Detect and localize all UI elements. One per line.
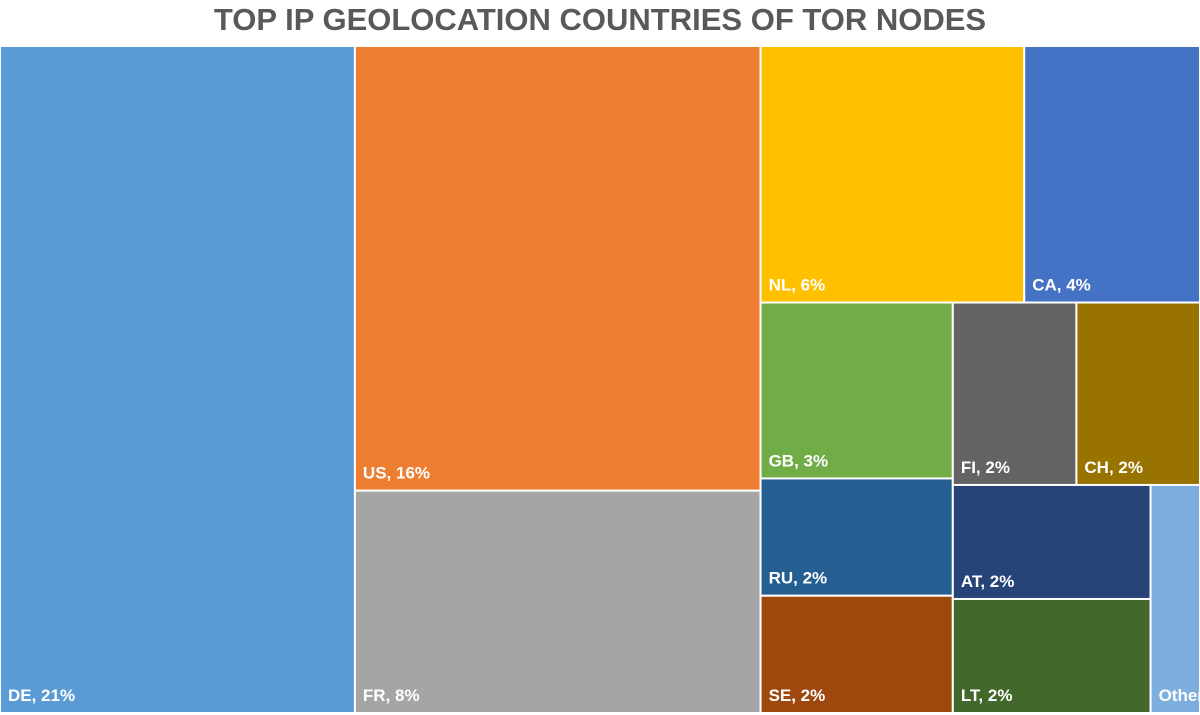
treemap-tile xyxy=(759,594,954,715)
treemap-tile xyxy=(1023,45,1200,304)
tile-label: GB, 3% xyxy=(769,451,829,470)
tile-label: NL, 6% xyxy=(769,276,826,295)
tile-label: AT, 2% xyxy=(961,572,1015,591)
tile-label: Others, 1% xyxy=(1159,686,1200,705)
treemap-tile xyxy=(759,477,954,597)
treemap-tile xyxy=(951,301,1078,486)
tile-label: LT, 2% xyxy=(961,686,1013,705)
treemap-tile xyxy=(951,483,1152,600)
treemap-tile xyxy=(1075,301,1200,486)
treemap-tile xyxy=(353,45,762,492)
tile-label: SE, 2% xyxy=(769,686,826,705)
tile-label: CA, 4% xyxy=(1032,276,1091,295)
tile-label: FI, 2% xyxy=(961,458,1010,477)
tile-label: RU, 2% xyxy=(769,569,828,588)
tile-label: DE, 21% xyxy=(8,686,75,705)
treemap-tile xyxy=(1149,483,1200,715)
tile-label: FR, 8% xyxy=(363,686,420,705)
treemap-tile xyxy=(759,45,1026,304)
treemap-tile xyxy=(951,597,1152,715)
tile-label: CH, 2% xyxy=(1084,458,1143,477)
treemap-tile xyxy=(0,45,356,714)
treemap-tile xyxy=(353,489,762,714)
treemap-tile xyxy=(759,301,954,480)
chart-title: TOP IP GEOLOCATION COUNTRIES OF TOR NODE… xyxy=(214,2,986,37)
tile-label: US, 16% xyxy=(363,464,430,483)
